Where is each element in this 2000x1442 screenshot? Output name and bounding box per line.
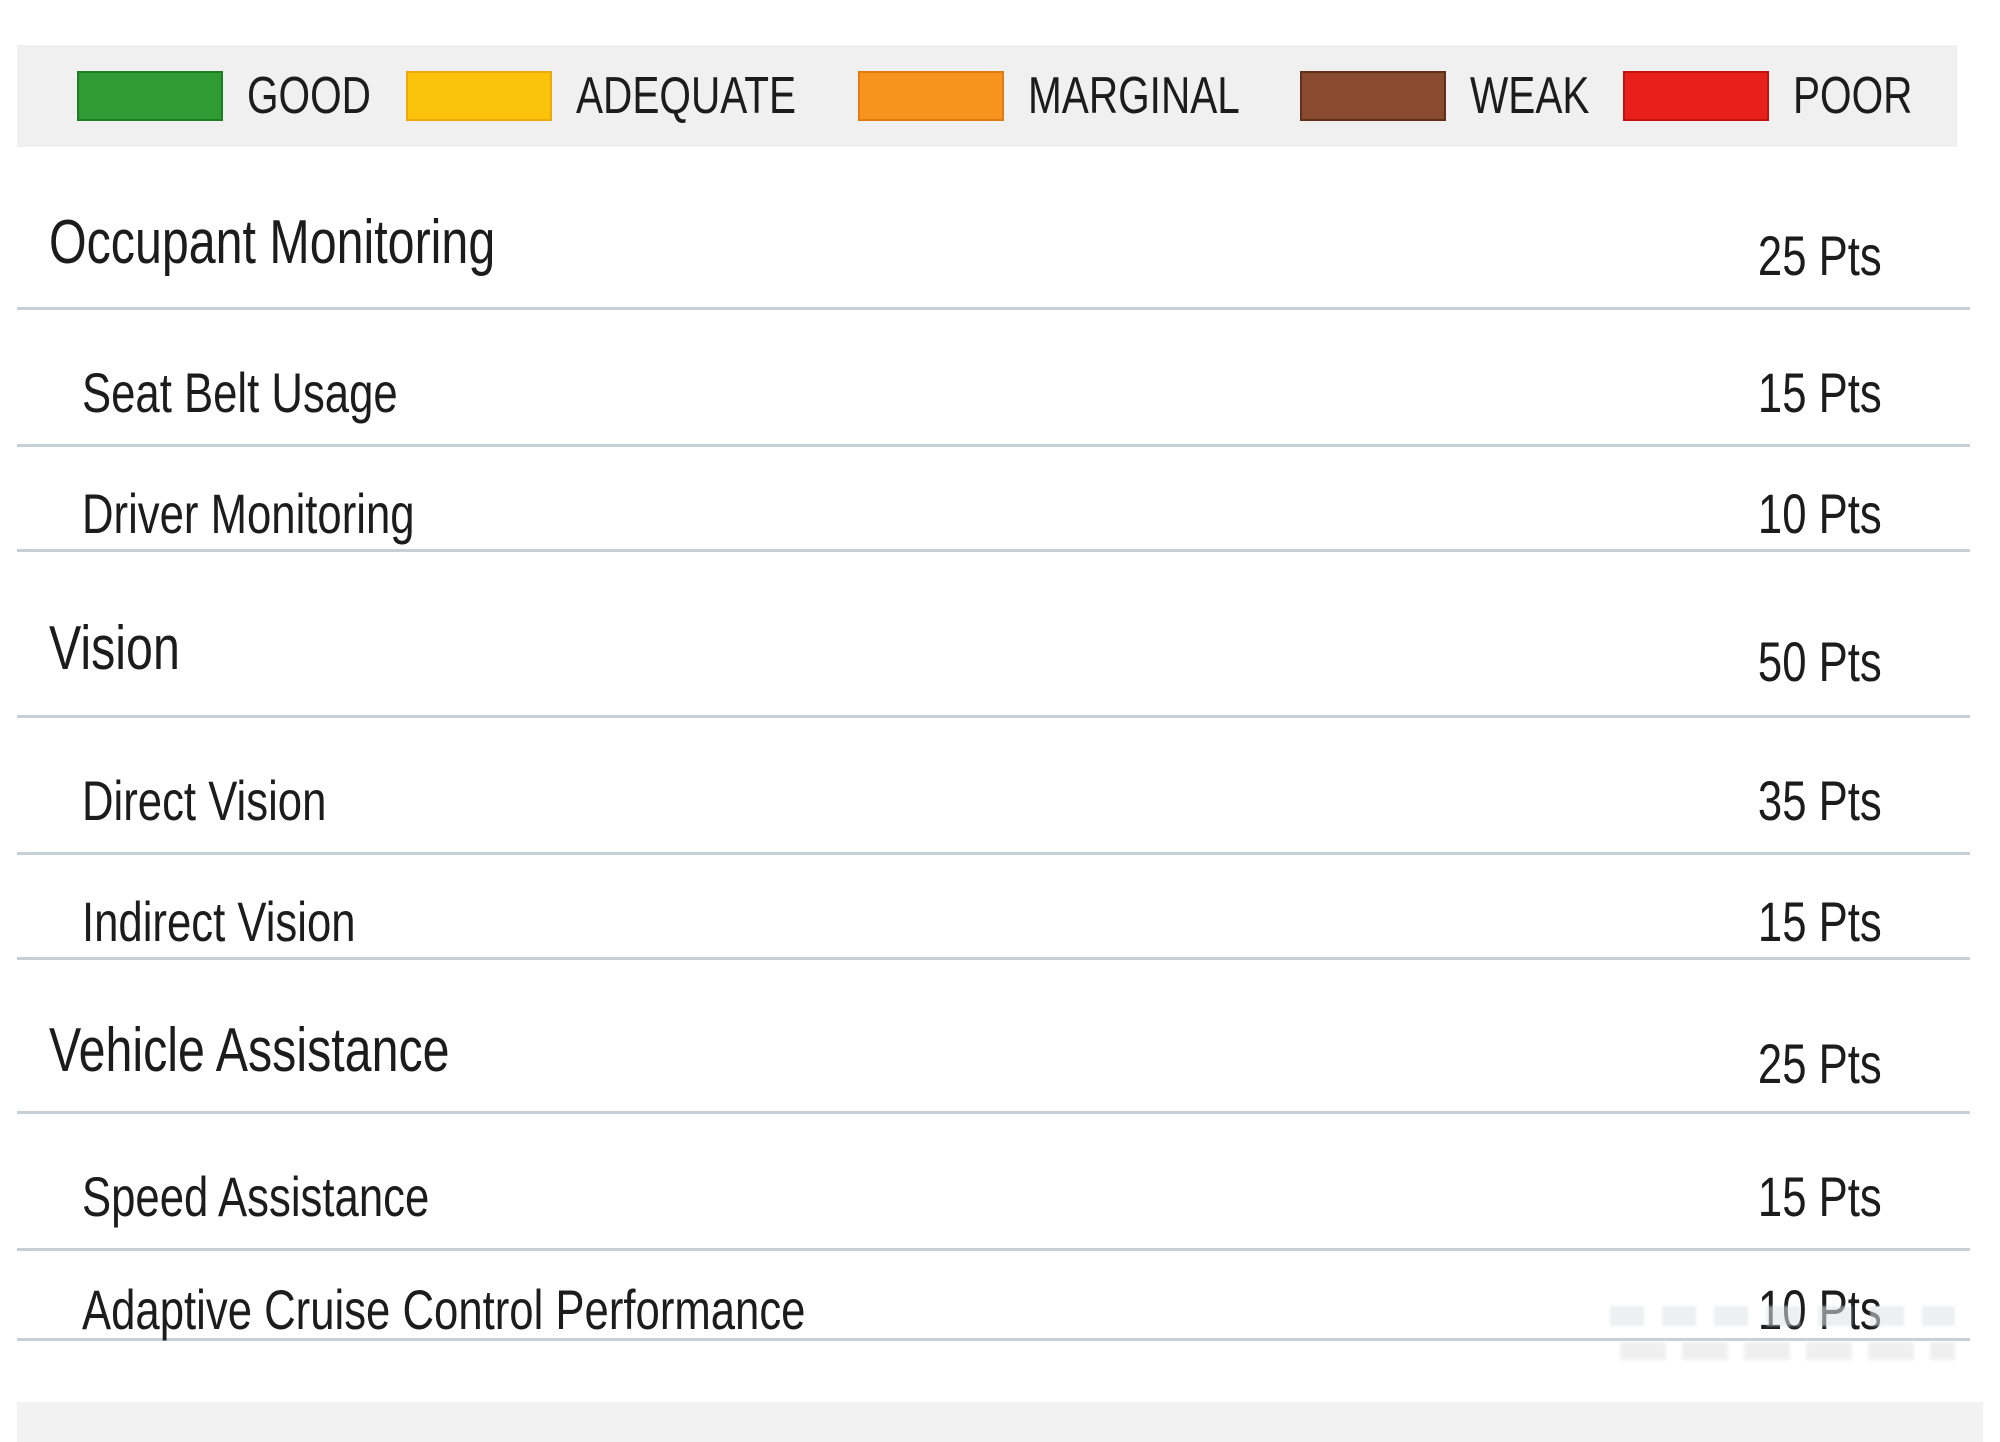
poor-color-swatch (1622, 71, 1769, 121)
row-direct-vision: Direct Vision 35 Pts (17, 718, 1970, 855)
marginal-color-swatch (858, 71, 1005, 121)
sub-item-points: 10 Pts (1758, 1278, 1882, 1341)
sub-item-points: 35 Pts (1758, 768, 1882, 832)
legend-item-marginal: MARGINAL (858, 66, 1300, 126)
sub-item-label: Indirect Vision (82, 889, 356, 953)
legend-label-good: GOOD (247, 67, 371, 125)
scoring-table: Occupant Monitoring 25 Pts Seat Belt Usa… (17, 147, 1970, 1341)
sub-item-points: 15 Pts (1758, 889, 1882, 953)
legend-label-weak: WEAK (1469, 67, 1590, 125)
category-label: Occupant Monitoring (49, 207, 496, 277)
weak-color-swatch (1299, 71, 1446, 121)
legend-item-poor: POOR (1622, 66, 1946, 126)
row-vehicle-assistance: Vehicle Assistance 25 Pts (17, 960, 1970, 1114)
legend-item-good: GOOD (77, 66, 406, 126)
row-driver-monitoring: Driver Monitoring 10 Pts (17, 447, 1970, 552)
sub-item-points: 15 Pts (1758, 1164, 1882, 1228)
sub-item-points: 10 Pts (1758, 481, 1882, 545)
category-points: 50 Pts (1758, 630, 1882, 693)
row-seat-belt-usage: Seat Belt Usage 15 Pts (17, 310, 1970, 447)
watermark-ghost-line (1620, 1342, 1955, 1360)
row-indirect-vision: Indirect Vision 15 Pts (17, 855, 1970, 960)
legend-item-adequate: ADEQUATE (405, 66, 858, 126)
category-label: Vehicle Assistance (49, 1016, 450, 1085)
bottom-section-bar (17, 1402, 1983, 1442)
adequate-color-swatch (405, 71, 552, 121)
legend-label-poor: POOR (1792, 67, 1913, 125)
row-adaptive-cruise-control-performance: Adaptive Cruise Control Performance 10 P… (17, 1251, 1970, 1341)
rating-legend: GOOD ADEQUATE MARGINAL WEAK POOR (17, 45, 1957, 147)
row-vision: Vision 50 Pts (17, 552, 1970, 718)
sub-item-label: Adaptive Cruise Control Performance (82, 1278, 806, 1341)
category-label: Vision (49, 614, 180, 683)
row-speed-assistance: Speed Assistance 15 Pts (17, 1114, 1970, 1251)
good-color-swatch (77, 71, 223, 121)
legend-label-marginal: MARGINAL (1028, 67, 1240, 125)
sub-item-label: Driver Monitoring (82, 481, 415, 545)
sub-item-label: Direct Vision (82, 768, 327, 832)
sub-item-points: 15 Pts (1758, 360, 1882, 424)
sub-item-label: Speed Assistance (82, 1164, 430, 1228)
legend-label-adequate: ADEQUATE (575, 67, 797, 125)
legend-item-weak: WEAK (1299, 66, 1623, 126)
row-occupant-monitoring: Occupant Monitoring 25 Pts (17, 147, 1970, 310)
category-points: 25 Pts (1758, 223, 1882, 287)
category-points: 25 Pts (1758, 1032, 1882, 1095)
sub-item-label: Seat Belt Usage (82, 360, 398, 424)
